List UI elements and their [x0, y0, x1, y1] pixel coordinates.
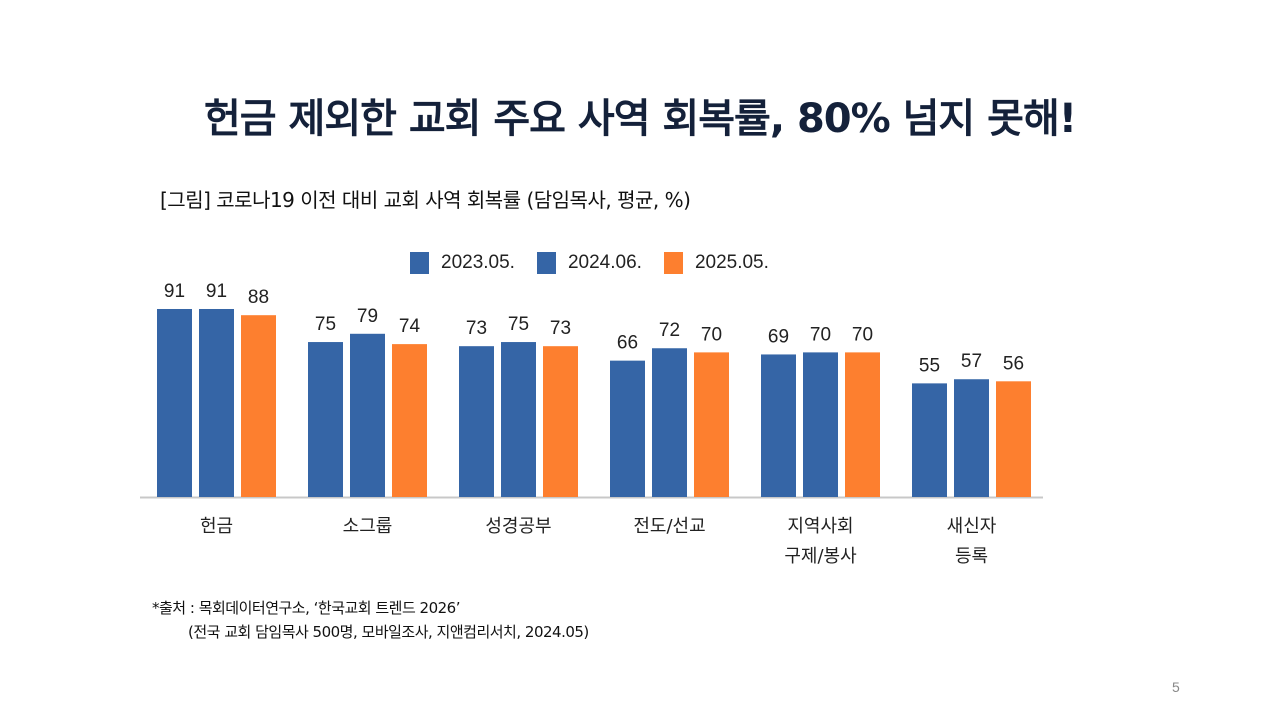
bar-2024.06-4: [803, 352, 838, 497]
bar-2023.05-2: [459, 346, 494, 497]
data-label: 73: [550, 318, 571, 339]
data-label: 56: [1003, 353, 1024, 374]
bar-2024.06-5: [954, 379, 989, 497]
bar-2023.05-0: [157, 308, 192, 497]
bar-2025.05-0: [241, 315, 276, 497]
category-label: 소그룹: [343, 516, 393, 537]
bar-2023.05-1: [308, 342, 343, 497]
data-label: 75: [508, 314, 529, 335]
data-label: 55: [919, 355, 940, 376]
chart-legend: 2023.05. 2024.06. 2025.05.: [410, 252, 791, 274]
data-label: 73: [466, 318, 487, 339]
source-note: *출처 : 목회데이터연구소, ‘한국교회 트렌드 2026’ (전국 교회 담…: [152, 596, 589, 644]
bar-2023.05-3: [610, 360, 645, 497]
category-label: 지역사회: [787, 516, 853, 537]
data-label: 75: [315, 314, 336, 335]
data-label: 57: [961, 351, 982, 372]
category-label: 구제/봉사: [784, 546, 857, 567]
legend-swatch: [410, 252, 429, 274]
data-label: 91: [206, 281, 227, 302]
source-line-1: *출처 : 목회데이터연구소, ‘한국교회 트렌드 2026’: [152, 599, 460, 617]
bar-2025.05-5: [996, 381, 1031, 497]
page-number: 5: [1172, 679, 1180, 695]
data-label: 91: [164, 281, 185, 302]
legend-item-2024: 2024.06.: [536, 252, 642, 274]
data-label: 70: [852, 324, 873, 345]
data-label: 70: [701, 324, 722, 345]
data-label: 69: [768, 326, 789, 347]
legend-label: 2025.05.: [694, 252, 769, 273]
data-label: 66: [617, 333, 638, 354]
chart-subtitle: [그림] 코로나19 이전 대비 교회 사역 회복률 (담임목사, 평균, %): [160, 188, 691, 212]
bar-2023.05-4: [761, 354, 796, 497]
category-label: 성경공부: [485, 516, 551, 537]
data-label: 74: [399, 316, 421, 337]
legend-label: 2023.05.: [441, 252, 515, 273]
bar-2025.05-3: [694, 352, 729, 497]
legend-swatch: [663, 252, 683, 274]
bar-2025.05-2: [543, 346, 578, 497]
bar-2023.05-5: [912, 383, 947, 497]
data-label: 70: [810, 324, 831, 345]
data-label: 72: [659, 320, 680, 341]
bar-2025.05-4: [845, 352, 880, 497]
category-label: 등록: [955, 546, 988, 567]
slide-title: 헌금 제외한 교회 주요 사역 회복률, 80% 넘지 못해!: [204, 96, 1077, 142]
bar-2024.06-1: [350, 333, 385, 497]
legend-label: 2024.06.: [567, 252, 642, 273]
category-label: 헌금: [200, 516, 233, 537]
data-label: 88: [248, 287, 269, 308]
data-label: 79: [357, 306, 378, 327]
bar-2025.05-1: [392, 344, 427, 497]
bar-2024.06-0: [199, 308, 234, 497]
source-line-2: (전국 교회 담임목사 500명, 모바일조사, 지앤컴리서치, 2024.05…: [188, 623, 589, 641]
category-label: 새신자: [947, 516, 997, 537]
legend-swatch: [536, 252, 556, 274]
bar-2024.06-2: [501, 342, 536, 497]
category-label: 전도/선교: [633, 516, 705, 537]
legend-item-2025: 2025.05.: [663, 252, 769, 274]
bar-2024.06-3: [652, 348, 687, 497]
legend-item-2023: 2023.05.: [410, 252, 515, 274]
